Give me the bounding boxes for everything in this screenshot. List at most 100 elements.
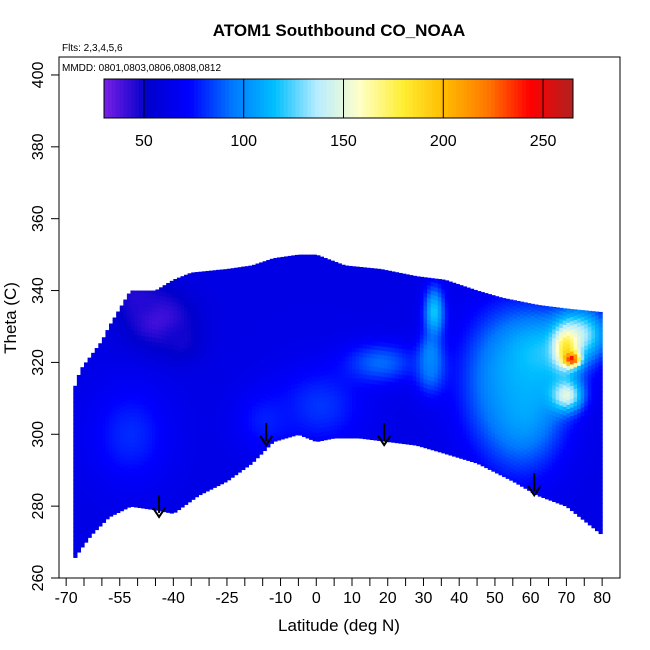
heatmap-cell — [226, 281, 232, 287]
heatmap-cell — [84, 386, 89, 392]
heatmap-cell — [416, 333, 421, 339]
heatmap-cell — [284, 407, 289, 413]
heatmap-cell — [430, 410, 435, 416]
heatmap-cell — [173, 468, 178, 474]
heatmap-cell — [255, 423, 260, 429]
heatmap-cell — [344, 334, 350, 340]
heatmap-cell — [362, 339, 367, 345]
heatmap-cell — [434, 338, 439, 344]
heatmap-cell — [419, 291, 425, 297]
heatmap-cell — [187, 424, 192, 430]
heatmap-cell — [226, 350, 232, 356]
heatmap-cell — [191, 460, 196, 466]
heatmap-cell — [144, 327, 149, 333]
heatmap-cell — [391, 295, 396, 301]
heatmap-cell — [84, 460, 89, 466]
heatmap-cell — [101, 479, 107, 485]
heatmap-cell — [316, 428, 321, 434]
heatmap-cell — [73, 440, 78, 446]
heatmap-cell — [284, 351, 289, 357]
heatmap-cell — [423, 318, 428, 324]
heatmap-cell — [280, 348, 285, 354]
heatmap-cell — [230, 326, 235, 332]
heatmap-cell — [219, 328, 224, 334]
heatmap-cell — [98, 366, 103, 372]
heatmap-cell — [430, 363, 435, 369]
heatmap-cell — [126, 459, 132, 465]
heatmap-cell — [109, 481, 114, 487]
heatmap-cell — [126, 446, 132, 452]
heatmap-cell — [337, 377, 342, 383]
heatmap-cell — [119, 428, 124, 434]
heatmap-cell — [273, 294, 278, 300]
heatmap-cell — [348, 399, 353, 404]
heatmap-cell — [373, 353, 378, 359]
heatmap-cell — [430, 350, 435, 356]
heatmap-cell — [312, 432, 317, 438]
heatmap-cell — [234, 358, 239, 364]
heatmap-cell — [394, 272, 400, 276]
heatmap-cell — [180, 390, 185, 396]
heatmap-cell — [377, 315, 382, 321]
heatmap-cell — [94, 382, 99, 388]
heatmap-cell — [198, 343, 203, 349]
heatmap-cell — [105, 372, 110, 378]
heatmap-cell — [273, 346, 278, 351]
heatmap-cell — [409, 440, 414, 445]
heatmap-cell — [448, 437, 453, 443]
heatmap-cell — [330, 260, 335, 263]
heatmap-cell — [384, 333, 389, 339]
heatmap-cell — [223, 361, 228, 367]
heatmap-cell — [298, 409, 303, 415]
heatmap-cell — [151, 453, 157, 459]
heatmap-cell — [312, 332, 317, 338]
heatmap-cell — [309, 366, 314, 371]
heatmap-cell — [391, 403, 396, 409]
heatmap-cell — [212, 444, 217, 450]
heatmap-cell — [109, 334, 114, 340]
heatmap-cell — [84, 421, 89, 427]
heatmap-cell — [402, 305, 407, 311]
heatmap-cell — [101, 380, 107, 385]
heatmap-cell — [409, 358, 414, 364]
heatmap-cell — [287, 363, 292, 369]
heatmap-cell — [194, 281, 199, 286]
heatmap-cell — [151, 302, 157, 308]
heatmap-cell — [187, 419, 192, 425]
heatmap-cell — [409, 371, 414, 376]
heatmap-cell — [155, 389, 160, 395]
heatmap-cell — [226, 289, 232, 295]
heatmap-cell — [266, 261, 271, 267]
heatmap-cell — [141, 426, 146, 431]
heatmap-cell — [191, 400, 196, 405]
heatmap-cell — [355, 364, 360, 370]
heatmap-cell — [105, 415, 110, 421]
heatmap-cell — [123, 413, 128, 419]
heatmap-cell — [441, 405, 446, 411]
heatmap-cell — [241, 447, 246, 453]
heatmap-cell — [223, 269, 228, 272]
heatmap-cell — [194, 475, 199, 480]
heatmap-cell — [369, 297, 375, 303]
heatmap-cell — [201, 363, 207, 369]
heatmap-cell — [194, 423, 199, 429]
heatmap-cell — [402, 421, 407, 427]
heatmap-cell — [226, 471, 232, 476]
heatmap-cell — [330, 429, 335, 435]
heatmap-cell — [148, 439, 153, 445]
heatmap-cell — [216, 481, 221, 487]
heatmap-cell — [419, 394, 425, 400]
heatmap-cell — [280, 430, 285, 436]
heatmap-cell — [291, 362, 296, 368]
heatmap-cell — [319, 319, 325, 325]
heatmap-cell — [80, 408, 85, 414]
heatmap-cell — [212, 280, 217, 286]
heatmap-cell — [412, 298, 417, 304]
heatmap-cell — [462, 450, 467, 456]
heatmap-cell — [444, 320, 450, 326]
heatmap-cell — [212, 388, 217, 394]
heatmap-cell — [201, 371, 207, 377]
heatmap-cell — [287, 294, 292, 300]
heatmap-cell — [84, 391, 89, 397]
heatmap-cell — [337, 312, 342, 318]
